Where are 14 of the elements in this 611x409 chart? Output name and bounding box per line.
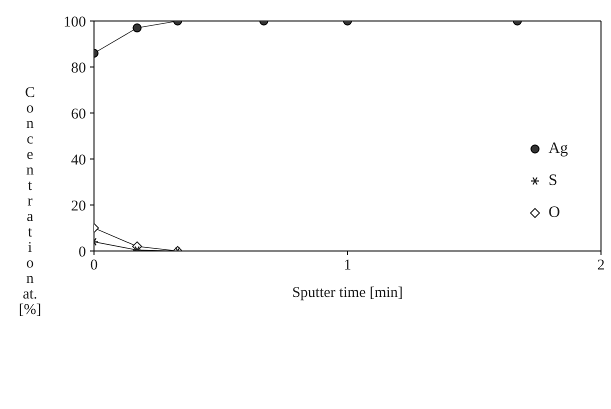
y-tick-label: 20	[71, 198, 86, 214]
x-axis-title: Sputter time [min]	[292, 285, 403, 301]
x-tick-label: 0	[90, 258, 98, 274]
x-tick-label: 2	[597, 258, 605, 274]
y-tick-label: 0	[78, 244, 86, 260]
legend-label: O	[548, 204, 560, 222]
x-tick-label: 1	[344, 258, 352, 274]
y-tick-label: 40	[71, 152, 86, 168]
y-tick-label: 100	[64, 14, 86, 30]
y-tick-label: 60	[71, 106, 86, 122]
text: Concentration at. [%]	[18, 84, 42, 318]
legend-label: S	[548, 172, 558, 190]
y-tick-label: 80	[71, 60, 86, 76]
legend-label: Ag	[548, 140, 568, 158]
